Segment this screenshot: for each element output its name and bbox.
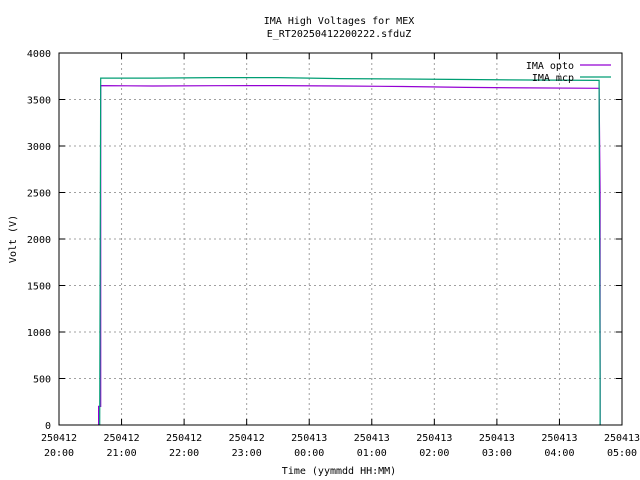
x-tick-time: 23:00 [232,448,262,459]
x-tick-time: 00:00 [294,448,324,459]
y-tick-label: 4000 [27,49,51,60]
legend-label: IMA mcp [532,73,574,84]
y-tick-label: 2500 [27,189,51,200]
x-tick-date: 250413 [416,433,452,444]
x-tick-date: 250412 [229,433,265,444]
y-axis-label: Volt (V) [8,215,19,263]
x-tick-time: 22:00 [169,448,199,459]
y-tick-label: 3000 [27,142,51,153]
x-tick-time: 01:00 [357,448,387,459]
series-line [97,84,601,425]
y-tick-label: 1000 [27,328,51,339]
x-tick-time: 04:00 [544,448,574,459]
x-tick-date: 250413 [604,433,640,444]
y-axis: 0 500 1000 1500 2000 2500 3000 3500 4000 [27,49,622,432]
series-line [99,76,601,426]
x-tick-date: 250413 [291,433,327,444]
x-tick-date: 250412 [41,433,77,444]
y-tick-label: 500 [33,375,51,386]
x-tick-time: 02:00 [419,448,449,459]
x-tick-date: 250412 [166,433,202,444]
x-tick-time: 05:00 [607,448,637,459]
x-tick-time: 20:00 [44,448,74,459]
x-axis: 250412 20:00 250412 21:00 250412 22:00 250412 2… [41,53,640,459]
x-tick-date: 250413 [479,433,515,444]
legend-label: IMA opto [526,61,574,72]
y-tick-label: 1500 [27,282,51,293]
series-group [97,76,601,426]
y-tick-label: 0 [45,421,51,432]
x-tick-time: 03:00 [482,448,512,459]
grid [59,53,622,425]
x-tick-date: 250413 [354,433,390,444]
y-tick-label: 2000 [27,235,51,246]
x-tick-date: 250412 [103,433,139,444]
x-tick-date: 250413 [541,433,577,444]
chart-title: IMA High Voltages for MEX [264,16,415,27]
x-axis-label: Time (yymmdd HH:MM) [282,466,396,477]
x-tick-time: 21:00 [107,448,137,459]
y-tick-label: 3500 [27,96,51,107]
chart-subtitle: E_RT20250412200222.sfduZ [267,29,412,40]
